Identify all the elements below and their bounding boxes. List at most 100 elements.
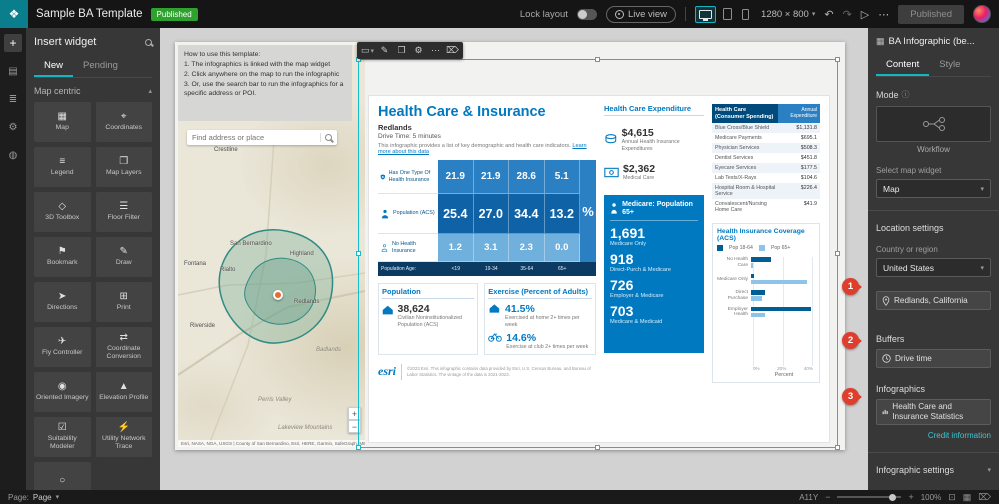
widget-tile-coordinate-conversion[interactable]: ⇄ Coordinate Conversion <box>95 327 152 367</box>
tab-style[interactable]: Style <box>939 59 961 70</box>
map-widget-select[interactable]: Map ▾ <box>876 179 991 198</box>
publish-button[interactable]: Published <box>898 4 964 24</box>
chevron-down-icon[interactable]: ▾ <box>987 466 991 474</box>
widget-tile-partial[interactable]: ○ <box>34 462 91 490</box>
grid-view-icon[interactable]: ▦ <box>962 491 972 502</box>
widget-tile-print[interactable]: ⊞ Print <box>95 282 152 322</box>
zoom-out-button[interactable]: − <box>348 420 361 433</box>
experience-page[interactable]: Crestline Lake Arrowhead San Bernardino … <box>175 42 845 450</box>
a11y-label[interactable]: A11Y <box>799 492 819 502</box>
widget-tile-suitability-modeler[interactable]: ☑ Suitability Modeler <box>34 417 91 457</box>
widget-toolbar: ▭ ▾ ✎ ❐ ⚙ ⋯ ⌦ <box>357 42 463 59</box>
user-avatar[interactable] <box>973 5 991 23</box>
trash-icon[interactable]: ⌦ <box>978 491 991 502</box>
phone-preview-button[interactable] <box>739 6 752 23</box>
fly-icon: ✈ <box>58 336 67 348</box>
conversion-icon: ⇄ <box>119 332 128 344</box>
info-icon[interactable]: ⓘ <box>901 90 910 99</box>
extensions-rail-button[interactable]: ◍ <box>8 149 18 161</box>
insert-widget-rail-button[interactable]: + <box>4 34 22 52</box>
instructions-text-widget[interactable]: How to use this template: 1. The infogra… <box>178 45 352 121</box>
undo-button[interactable]: ↶ <box>824 8 834 21</box>
duplicate-button[interactable]: ❐ <box>394 44 409 58</box>
spending-label: Physician Services <box>715 145 760 152</box>
zoom-in-icon[interactable]: + <box>908 492 914 502</box>
credit-information-link[interactable]: Credit information <box>927 430 991 440</box>
delete-widget-button[interactable]: ⌦ <box>445 44 460 58</box>
mode-workflow[interactable]: Workflow <box>876 106 991 154</box>
chart-x-ticks: 0% 20% 40% <box>753 366 813 371</box>
widget-tile-utility-network-trace[interactable]: ⚡ Utility Network Trace <box>95 417 152 457</box>
resize-handle[interactable] <box>835 250 840 256</box>
widget-tile-draw[interactable]: ✎ Draw <box>95 237 152 277</box>
annotation-badge-2: 2 <box>842 332 862 349</box>
tab-content[interactable]: Content <box>876 55 930 76</box>
widget-tile-3d-toolbox[interactable]: ◇ 3D Toolbox <box>34 192 91 232</box>
settings-button[interactable]: ⚙ <box>411 44 426 58</box>
spending-header-col: Annual Expenditure <box>778 104 820 124</box>
zoom-in-button[interactable]: + <box>348 407 361 420</box>
widget-tile-elevation-profile[interactable]: ▲ Elevation Profile <box>95 372 152 412</box>
logo-icon: ❖ <box>8 7 20 21</box>
spending-label: Blue Cross/Blue Shield <box>715 125 770 132</box>
location-pin[interactable] <box>273 290 283 300</box>
design-canvas[interactable]: Crestline Lake Arrowhead San Bernardino … <box>160 28 868 490</box>
chevron-down-icon[interactable]: ▾ <box>55 494 60 501</box>
app-logo[interactable]: ❖ <box>0 0 28 28</box>
more-options-button[interactable]: ⋯ <box>428 44 443 58</box>
widget-tile-map[interactable]: ▦ Map <box>34 102 91 142</box>
widget-tile-legend[interactable]: ≡ Legend <box>34 147 91 187</box>
resize-handle[interactable] <box>595 57 600 62</box>
ba-infographic-widget[interactable]: Health Care & Insurance Redlands Drive T… <box>368 95 830 443</box>
tab-pending[interactable]: Pending <box>83 60 118 71</box>
resolution-select[interactable]: 1280 × 800 ▾ <box>761 9 815 20</box>
preview-button[interactable]: ▷ <box>860 8 870 21</box>
live-view-button[interactable]: Live view <box>605 5 677 23</box>
fit-to-window-icon[interactable]: ⊡ <box>948 491 956 502</box>
search-icon[interactable] <box>145 38 152 46</box>
tab-new[interactable]: New <box>34 56 74 77</box>
resize-handle[interactable] <box>835 57 840 62</box>
resize-handle[interactable] <box>595 445 600 450</box>
infographic-item-button[interactable]: Health Care and Insurance Statistics <box>876 399 991 425</box>
chevron-down-icon: ▾ <box>980 185 984 193</box>
location-item-button[interactable]: Redlands, California <box>876 291 991 310</box>
section-map-centric[interactable]: Map centric <box>34 86 81 96</box>
lock-layout-toggle[interactable] <box>576 8 597 20</box>
country-select[interactable]: United States ▾ <box>876 258 991 277</box>
search-icon[interactable] <box>325 134 332 141</box>
widget-tile-oriented-imagery[interactable]: ◉ Oriented Imagery <box>34 372 91 412</box>
resize-handle[interactable] <box>835 445 840 450</box>
tools-rail-button[interactable]: ⚙ <box>8 121 18 133</box>
desktop-preview-button[interactable] <box>695 5 717 23</box>
widget-tile-fly-controller[interactable]: ✈ Fly Controller <box>34 327 91 367</box>
chevron-down-icon: ▾ <box>980 264 984 272</box>
widget-tile-directions[interactable]: ➤ Directions <box>34 282 91 322</box>
pages-rail-button[interactable]: ▤ <box>8 65 18 77</box>
more-button[interactable]: ⋯ <box>878 8 890 21</box>
learn-more-link[interactable]: Learn more about this data <box>378 143 587 155</box>
zoom-out-icon[interactable]: − <box>825 492 831 502</box>
widget-tile-coordinates[interactable]: ⌖ Coordinates <box>95 102 152 142</box>
chevron-up-icon[interactable]: ▴ <box>148 88 152 95</box>
spending-value: $177.5 <box>800 165 817 172</box>
badge-number: 2 <box>847 335 854 346</box>
search-input[interactable] <box>192 133 316 142</box>
widget-tile-bookmark[interactable]: ⚑ Bookmark <box>34 237 91 277</box>
tick-label: 40% <box>803 366 813 372</box>
tablet-preview-button[interactable] <box>720 5 735 23</box>
redo-button[interactable]: ↷ <box>842 8 852 21</box>
zoom-slider[interactable] <box>837 493 902 501</box>
expenditure-header: Health Care Expenditure <box>604 104 704 116</box>
widget-selector-button[interactable]: ▭ ▾ <box>360 44 375 58</box>
slider-knob[interactable] <box>888 493 896 501</box>
buffer-item-button[interactable]: Drive time <box>876 349 991 368</box>
widget-tile-map-layers[interactable]: ❐ Map Layers <box>95 147 152 187</box>
legend-label: Pop 65+ <box>770 245 791 252</box>
country-label: Country or region <box>876 245 938 254</box>
edit-button[interactable]: ✎ <box>377 44 392 58</box>
data-rail-button[interactable]: ≣ <box>8 93 18 105</box>
infographic-left-column: Health Care & Insurance Redlands Drive T… <box>378 104 596 434</box>
page-value[interactable]: Page <box>32 492 52 502</box>
widget-tile-floor-filter[interactable]: ☰ Floor Filter <box>95 192 152 232</box>
